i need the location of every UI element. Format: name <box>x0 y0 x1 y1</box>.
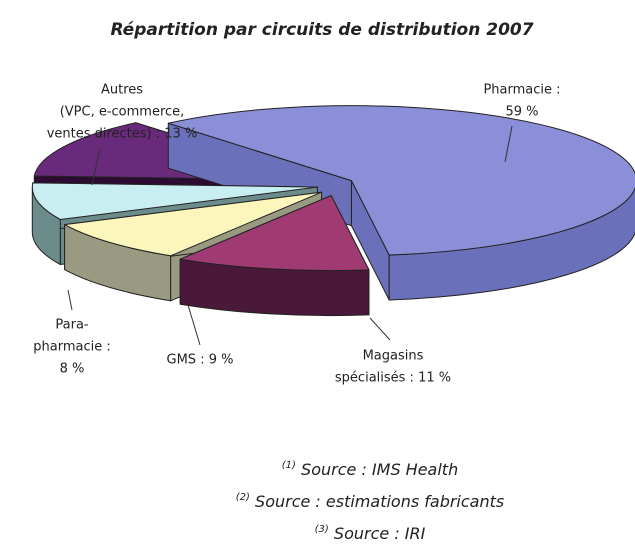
footnote-marker: (2) <box>236 492 250 503</box>
footnote-text: Source : IRI <box>334 524 426 543</box>
footnote-marker: (1) <box>282 460 296 471</box>
leader-line <box>504 125 513 163</box>
slice-label: 59 % <box>505 105 538 120</box>
slice-label: Pharmacie : <box>483 83 560 98</box>
slice-label: Magasins <box>363 349 424 364</box>
slice <box>179 195 370 272</box>
slice-label: (VPC, e-commerce, <box>60 105 185 120</box>
leader-line <box>187 304 201 346</box>
slice-label: Autres <box>101 83 143 98</box>
slice-label: ventes directes) : 13 % <box>47 127 198 142</box>
footnote-text: Source : IMS Health <box>301 460 458 479</box>
footnote: (1) Source : IMS Health <box>282 460 458 479</box>
leader-line <box>67 289 73 311</box>
footnote-text: Source : estimations fabricants <box>255 492 504 511</box>
slice-label: GMS : 9 % <box>167 353 234 368</box>
leader-line <box>91 147 101 186</box>
footnote: (2) Source : estimations fabricants <box>236 492 504 511</box>
leader-line <box>369 317 391 341</box>
slice <box>31 182 318 220</box>
footnote: (3) Source : IRI <box>315 524 426 543</box>
slice-label: 8 % <box>60 362 85 377</box>
slice-label: Para- <box>55 318 89 333</box>
footnote-marker: (3) <box>315 524 329 535</box>
slice-label: pharmacie : <box>33 340 110 355</box>
slice <box>167 105 635 256</box>
slice <box>64 191 323 257</box>
slice-label: spécialisés : 11 % <box>335 371 451 386</box>
chart-title: Répartition par circuits de distribution… <box>110 20 533 40</box>
